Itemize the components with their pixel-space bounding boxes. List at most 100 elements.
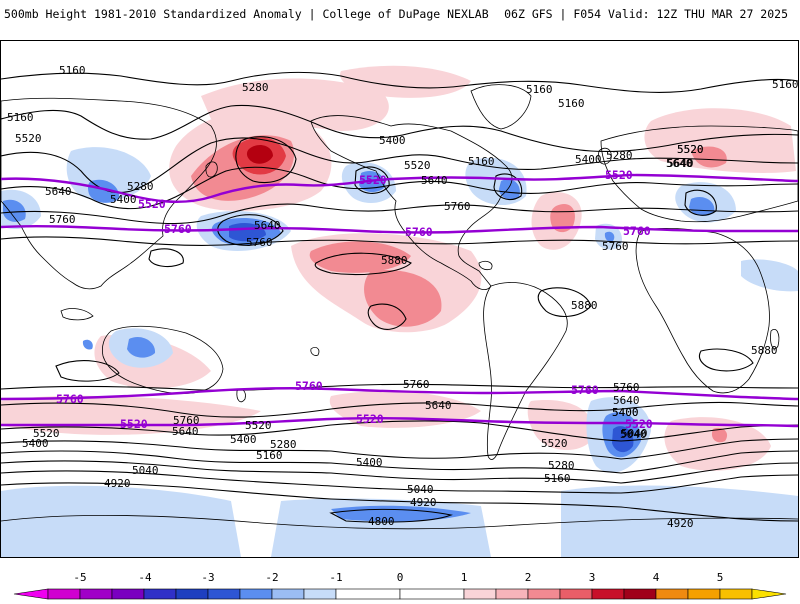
africa-outline: [635, 228, 770, 394]
pos2-anom-c-pacific: [364, 270, 442, 327]
contour-label: 5760: [602, 240, 629, 253]
highlight-label: 5520: [359, 173, 387, 187]
highlight-labels: 5520 5760 5520 5760 5520 5760 5760 5760 …: [56, 168, 653, 431]
contour-label: 5880: [751, 344, 778, 357]
contour-label: 5280: [242, 81, 269, 94]
contour-label: 5040: [407, 483, 434, 496]
color-scale-svg: -5 -4 -3 -2 -1 0 1 2 3 4 5: [13, 571, 787, 600]
pos2-anom-europe: [691, 146, 727, 168]
contour-low-n-pacific: [235, 136, 297, 184]
pos2-anom-s-indian: [711, 427, 728, 443]
contour-5880-w: [55, 360, 120, 382]
highlight-label: 5760: [623, 224, 651, 238]
contour-label: 5520: [404, 159, 431, 172]
contour-low-europe: [684, 189, 717, 216]
europe-outline: [600, 125, 798, 223]
pos2-anom-atlantic: [550, 203, 576, 233]
pos-anom-pacific-ne: [340, 65, 471, 98]
scale-seg: [207, 588, 241, 600]
neg2-anom-atl: [604, 231, 615, 242]
contour-label: 5520: [541, 437, 568, 450]
contour-5760-s: [1, 383, 798, 391]
contour-label: 5520: [33, 427, 60, 440]
contour-label: 5280: [548, 459, 575, 472]
contour-label: 5520: [15, 132, 42, 145]
header: 500mb Height 1981-2010 Standardized Anom…: [0, 0, 800, 36]
contour-label: 5400: [356, 456, 383, 469]
contour-label: 5880: [381, 254, 408, 267]
pos-anom-arctic: [201, 78, 389, 131]
contour-label: 5760: [444, 200, 471, 213]
highlight-label: 5520: [356, 412, 384, 426]
contour-5640-n: [1, 203, 798, 225]
scale-seg: [143, 588, 177, 600]
contour-5640-s: [1, 401, 798, 418]
uk-outline: [597, 147, 612, 165]
contour-label: 5760: [403, 378, 430, 391]
pos-anom-s-pacific-mid: [329, 391, 481, 428]
scale-tick-label: 0: [397, 571, 404, 584]
contour-5520-n: [1, 166, 798, 210]
neg-anom-s-indian: [741, 259, 798, 292]
contour-5880-sa: [537, 287, 592, 317]
contour-label: 5760: [246, 236, 273, 249]
highlight-label: 5520: [120, 417, 148, 431]
contour-label: 4800: [368, 515, 395, 528]
pos-anom-s-atlantic: [527, 400, 593, 451]
neg-anom-antarctic-3: [561, 485, 798, 557]
contour-label: 5640: [254, 219, 281, 232]
pos2-anom-w-pacific: [309, 241, 411, 273]
color-scale: -5 -4 -3 -2 -1 0 1 2 3 4 5: [0, 570, 800, 600]
scale-seg: [655, 588, 689, 600]
contour-label: 5400: [379, 134, 406, 147]
scale-arrow-right: [751, 588, 787, 600]
pos-anom-europe: [644, 108, 796, 173]
highlight-5760-s: [1, 387, 798, 401]
color-scale-bar: [13, 588, 787, 600]
scale-seg: [591, 588, 625, 600]
scale-seg: [719, 588, 753, 600]
contour-label: 5760: [49, 213, 76, 226]
contour-5280-n: [1, 104, 798, 153]
highlight-label: 5760: [295, 379, 323, 393]
contour-5880-africa: [698, 348, 754, 372]
color-scale-ticks: -5 -4 -3 -2 -1 0 1 2 3 4 5: [73, 571, 723, 584]
neg2-anom-aus: [127, 336, 156, 358]
contour-label: 5880: [571, 299, 598, 312]
contour-label: 5160: [772, 78, 798, 91]
scale-seg: [495, 588, 529, 600]
contour-label: 5160: [256, 449, 283, 462]
highlight-label: 5520: [138, 197, 166, 211]
scale-seg: [559, 588, 593, 600]
contour-low-c-pacific: [217, 214, 284, 246]
contour-label: 5040: [621, 427, 648, 440]
japan-outline: [205, 161, 218, 178]
contour-label: 5640: [667, 157, 694, 170]
contour-label: 4920: [667, 517, 694, 530]
highlight-label: 5520: [625, 417, 653, 431]
highlight-label: 5760: [56, 392, 84, 406]
neg2-anom-aus-w: [82, 339, 93, 350]
contour-label: 5640: [45, 185, 72, 198]
contour-label: 5520: [245, 419, 272, 432]
scale-tick-label: -5: [73, 571, 86, 584]
contour-label: 5160: [59, 64, 86, 77]
highlight-label: 5760: [405, 225, 433, 239]
greenland-outline: [470, 84, 532, 130]
contour-label: 5040: [620, 428, 647, 441]
scale-seg: [335, 588, 401, 600]
neg2-anom-w-europe: [3, 199, 26, 222]
contour-4800-s: [329, 508, 453, 523]
contour-label: 4920: [104, 477, 131, 490]
scale-seg: [463, 588, 497, 600]
contour-5040-s: [1, 470, 798, 494]
contour-5880-pac: [367, 303, 407, 330]
scale-seg: [527, 588, 561, 600]
scale-tick-label: -1: [329, 571, 342, 584]
contour-label: 5640: [666, 157, 693, 170]
contour-5160-s: [1, 460, 798, 484]
contour-low-ne-usa: [493, 173, 523, 200]
contour-label: 5640: [425, 399, 452, 412]
scale-tick-label: -2: [265, 571, 278, 584]
map-canvas: 5160 5280 5160 5520 5400 5640 5280 5760 …: [1, 64, 798, 557]
